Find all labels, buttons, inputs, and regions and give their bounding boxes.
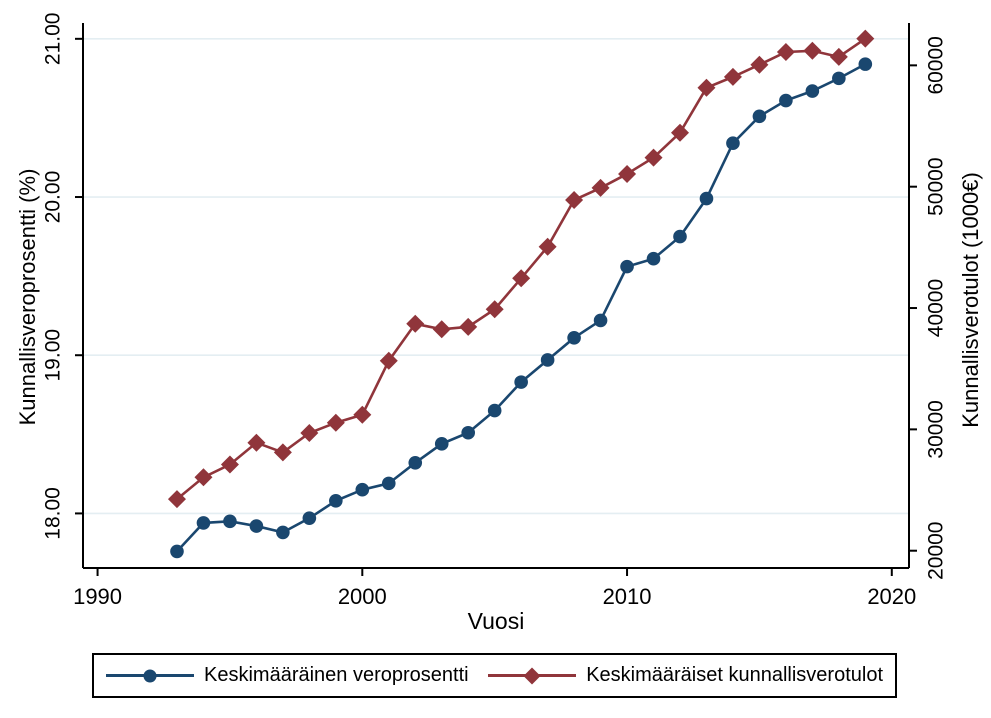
data-point-circle [567, 331, 581, 345]
series-line-1 [176, 37, 867, 501]
data-point-diamond [194, 468, 213, 487]
data-point-circle [329, 493, 343, 508]
data-point-diamond [432, 320, 451, 339]
data-point-circle [593, 313, 608, 328]
data-point-diamond [538, 237, 557, 256]
x-tick-label: 2020 [867, 584, 916, 609]
x-axis-title: Vuosi [467, 608, 525, 634]
data-point-circle [355, 482, 370, 497]
y-right-tick-label: 20000 [925, 522, 948, 580]
data-point-circle [302, 511, 317, 525]
legend-sample-line-diamond [488, 667, 577, 684]
data-point-circle [726, 136, 740, 151]
data-point-circle [381, 476, 396, 491]
x-tick-label: 2000 [338, 584, 387, 609]
data-point-diamond [829, 47, 848, 66]
data-point-diamond [167, 490, 186, 509]
diamond-marker-icon [523, 667, 541, 684]
series-line-0 [176, 62, 866, 553]
circle-marker-icon [143, 669, 157, 682]
data-point-circle [805, 84, 820, 98]
left-axis-title: Kunnallisveroprosentti (%) [15, 168, 40, 426]
y-left-tick-label: 19.00 [42, 329, 65, 382]
data-point-circle [858, 57, 873, 71]
data-point-diamond [247, 433, 266, 452]
data-point-diamond [459, 317, 478, 336]
data-point-diamond [723, 67, 742, 86]
data-point-diamond [776, 43, 795, 62]
data-point-diamond [273, 443, 292, 462]
data-point-diamond [697, 78, 716, 97]
data-point-diamond [856, 29, 875, 48]
data-point-circle [540, 353, 555, 367]
data-point-circle [752, 109, 767, 124]
right-axis-title: Kunnallisverotulot (1000€) [958, 172, 983, 428]
legend-item-veroprosentti: Keskimääräinen veroprosentti [106, 664, 469, 687]
data-point-circle [673, 229, 687, 244]
data-point-diamond [379, 351, 398, 370]
data-point-diamond [512, 269, 531, 288]
data-point-diamond [591, 178, 610, 197]
data-point-circle [646, 251, 661, 266]
legend-sample-line-circle [106, 668, 194, 684]
data-point-diamond [406, 314, 425, 333]
legend: Keskimääräinen veroprosentti Keskimääräi… [92, 653, 897, 698]
legend-label: Keskimääräiset kunnallisverotulot [586, 664, 883, 686]
data-point-circle [223, 514, 237, 529]
data-point-circle [620, 259, 634, 274]
data-point-circle [832, 71, 846, 86]
data-point-diamond [644, 148, 663, 167]
legend-label: Keskimääräinen veroprosentti [204, 664, 469, 686]
data-point-diamond [670, 123, 689, 142]
data-point-diamond [326, 413, 345, 432]
data-point-circle [249, 519, 264, 533]
data-point-circle [408, 455, 423, 470]
y-left-tick-label: 20.00 [42, 171, 65, 224]
data-point-diamond [353, 405, 372, 424]
data-point-diamond [300, 424, 319, 443]
data-point-circle [487, 403, 502, 418]
y-right-tick-label: 40000 [925, 279, 948, 337]
data-point-circle [461, 425, 476, 440]
data-point-circle [276, 525, 290, 540]
y-right-tick-label: 60000 [925, 36, 948, 94]
y-left-tick-label: 18.00 [42, 487, 65, 540]
data-point-circle [514, 375, 528, 389]
data-point-diamond [750, 55, 769, 74]
data-point-diamond [565, 191, 584, 210]
y-right-tick-label: 30000 [925, 400, 948, 458]
x-tick-label: 2010 [603, 584, 652, 609]
data-point-circle [779, 93, 793, 108]
x-tick-label: 1990 [73, 584, 122, 609]
data-point-diamond [803, 41, 822, 60]
data-point-circle [434, 437, 449, 451]
data-point-diamond [220, 455, 239, 474]
data-point-circle [699, 191, 714, 206]
y-left-tick-label: 21.00 [42, 13, 65, 66]
data-point-diamond [618, 164, 637, 183]
y-right-tick-label: 50000 [925, 157, 948, 215]
legend-item-kunnallisverotulot: Keskimääräiset kunnallisverotulot [488, 664, 883, 687]
data-point-circle [170, 544, 184, 559]
data-point-diamond [485, 300, 504, 319]
data-point-circle [196, 516, 211, 530]
